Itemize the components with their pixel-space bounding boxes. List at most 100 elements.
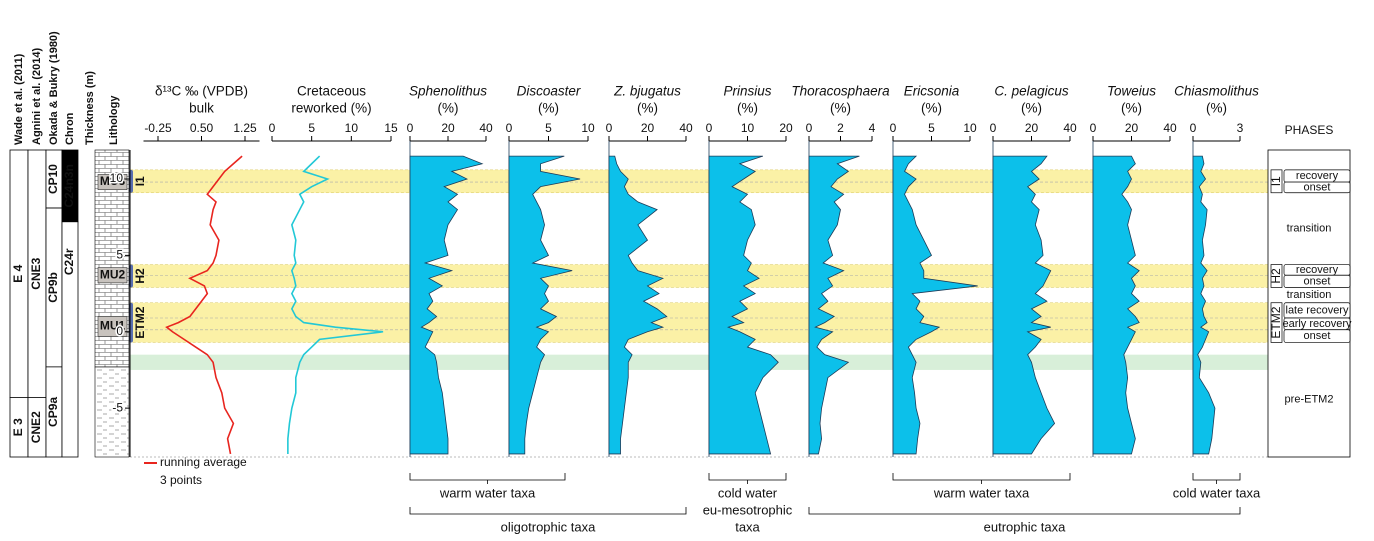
area-curve [608,155,668,455]
phase-label: pre-ETM2 [1285,394,1334,406]
line-curve [165,155,243,455]
x-tick-label: 0 [407,121,414,135]
interval-label: I1 [133,176,147,186]
x-tick-label: 0 [990,121,997,135]
panel-title: Ericsonia [904,84,960,99]
panel-title: (%) [737,101,758,116]
marly-unit-label: MU1 [100,319,126,333]
phase-label: transition [1287,289,1332,301]
x-tick-label: 40 [479,121,493,135]
phase-label: late recovery [1286,304,1349,316]
interval-label: ETM2 [133,306,147,338]
phase-bracket-label: H2 [1269,268,1283,284]
x-tick-label: 40 [1063,121,1077,135]
area-curve [892,155,978,455]
x-tick-label: 5 [545,121,552,135]
x-tick-label: 5 [928,121,935,135]
depth-tick-label: -5 [112,400,123,414]
group-label: eutrophic taxa [984,519,1066,534]
group-bracket [708,473,787,481]
column-label: E 3 [11,418,25,436]
depth-tick-label: 5 [116,248,123,262]
x-tick-label: 5 [308,121,315,135]
phase-label: onset [1304,275,1331,287]
x-tick-label: 0 [1190,121,1197,135]
panel-title: Cretaceous [297,84,366,99]
panel-title: Discoaster [517,84,581,99]
phase-label: onset [1304,181,1331,193]
x-tick-label: 20 [1125,121,1139,135]
phase-label: recovery [1296,170,1339,182]
phase-bracket [1270,302,1283,343]
x-tick-label: 0 [806,121,813,135]
phase-label: recovery [1296,264,1339,276]
column-unit [61,221,79,458]
column-header: Agnini et al. (2014) [31,47,43,145]
x-tick-label: 0 [606,121,613,135]
x-tick-label: 0.50 [190,121,214,135]
column-label: CP9a [46,397,60,427]
x-tick-label: 20 [779,121,793,135]
x-tick-label: 20 [441,121,455,135]
x-tick-label: 1.25 [233,121,257,135]
line-curve [287,155,384,454]
column-header: Lithology [108,95,120,145]
phase-box [1283,274,1351,288]
x-tick-label: 0 [706,121,713,135]
panel-title: Z. bjugatus [613,84,681,99]
panel-title: δ¹³C ‰ (VPDB) [155,84,248,99]
x-tick-label: 4 [869,121,876,135]
group-label: warm water taxa [933,485,1030,500]
panel-title: (%) [438,101,459,116]
depth-tick-label: 10 [110,171,124,185]
x-tick-label: 20 [641,121,655,135]
x-tick-label: 15 [384,121,398,135]
marly-unit [97,316,128,337]
area-curve [808,155,860,455]
area-curve [1092,155,1140,455]
interval-band [129,302,1269,343]
column-label: C24r [62,248,76,275]
x-tick-label: 2 [837,121,844,135]
legend-text: 3 points [160,473,202,487]
panel-title: C. pelagicus [994,84,1069,99]
phase-bracket [1270,264,1283,288]
phase-box [1283,181,1351,194]
panel-title: (%) [1206,101,1227,116]
group-bracket [892,473,1071,481]
group-label: cold water [718,485,778,500]
x-tick-label: 10 [963,121,977,135]
panel-title: (%) [538,101,559,116]
phase-label: onset [1304,330,1331,342]
marly-unit [97,174,128,191]
legend-text: running average [160,455,247,469]
x-tick-label: 0 [890,121,897,135]
area-curve [409,155,484,455]
x-tick-label: 40 [679,121,693,135]
column-label: CNE3 [29,257,43,289]
marly-unit-label: MU3 [100,174,126,188]
panel-title: Prinsius [723,84,771,99]
area-curve [1192,155,1216,455]
panel-title: (%) [921,101,942,116]
column-label: CP10 [46,164,60,194]
group-label: eu-mesotrophic [703,502,793,517]
panel-title: bulk [189,101,214,116]
phase-label: transition [1287,223,1332,235]
x-tick-label: 0 [506,121,513,135]
group-bracket [808,507,1241,515]
phase-box [1283,329,1351,343]
panel-title: (%) [830,101,851,116]
group-bracket [409,507,687,515]
x-tick-label: 40 [1163,121,1177,135]
x-tick-label: 10 [581,121,595,135]
phase-bracket-label: I1 [1269,176,1283,186]
lithology-column [94,366,130,458]
panel-title: Thoracosphaera [791,84,890,99]
column-header: Wade et al. (2011) [13,53,25,145]
panel-title: Sphenolithus [409,84,487,99]
panel-title: (%) [1021,101,1042,116]
group-label: oligotrophic taxa [501,519,596,534]
phase-label: early recovery [1282,318,1352,330]
x-tick-label: 0 [269,121,276,135]
